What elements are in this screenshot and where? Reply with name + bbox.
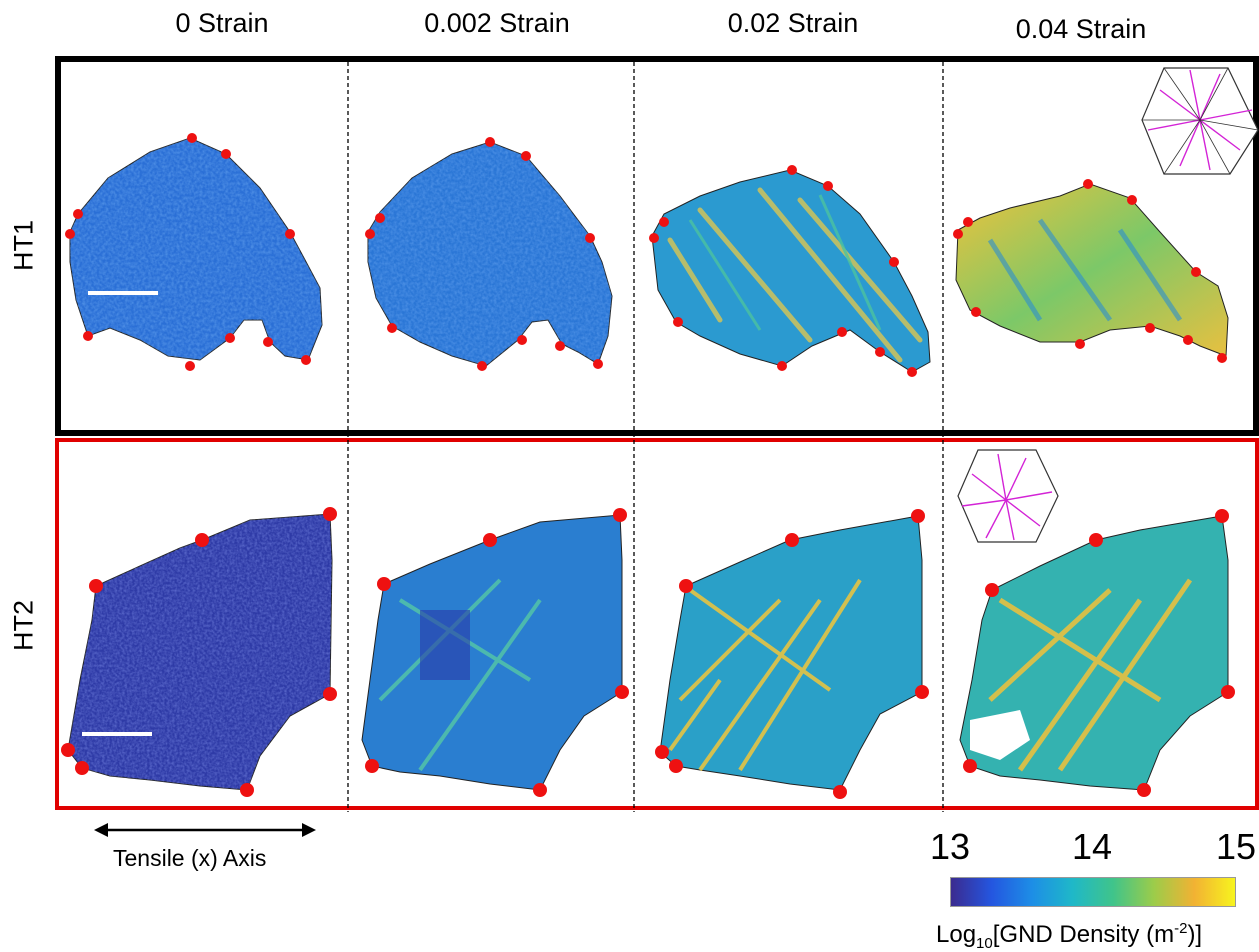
ht1-panel-0-strain	[69, 137, 323, 361]
ht2-panel-0-002-strain	[361, 514, 623, 791]
ht2-panel-0-02-strain	[659, 515, 923, 791]
ht1-panel-0-04-strain	[955, 67, 1259, 357]
ht2-frame	[55, 438, 1259, 810]
column-header-0-02-strain: 0.02 Strain	[727, 8, 859, 38]
column-header-0-002-strain: 0.002 Strain	[424, 8, 570, 38]
panel-dividers	[347, 62, 944, 812]
ht1-panel-0-002-strain	[367, 141, 613, 367]
column-header-0-strain: 0 Strain	[175, 8, 269, 38]
ht1-panel-0-02-strain	[651, 169, 931, 373]
ht2-panel-0-strain	[67, 513, 333, 791]
column-header-0-04-strain: 0.04 Strain	[1015, 14, 1147, 44]
ht2-crystal-inset-icon	[957, 449, 1059, 543]
colorbar-tick-15: 15	[1216, 826, 1257, 867]
ht2-panel-0-04-strain	[957, 449, 1229, 791]
colorbar-title: Log10[GND Density (m-2)]	[936, 920, 1203, 952]
colorbar-tick-13: 13	[930, 826, 971, 867]
colorbar-tick-14: 14	[1072, 826, 1113, 867]
colorbar	[950, 877, 1236, 907]
tensile-axis-label: Tensile (x) Axis	[113, 845, 267, 871]
ht1-crystal-inset-icon	[1141, 67, 1259, 175]
ht1-frame	[55, 56, 1259, 436]
corner-markers	[61, 133, 1235, 799]
tensile-axis-arrow	[94, 823, 316, 837]
